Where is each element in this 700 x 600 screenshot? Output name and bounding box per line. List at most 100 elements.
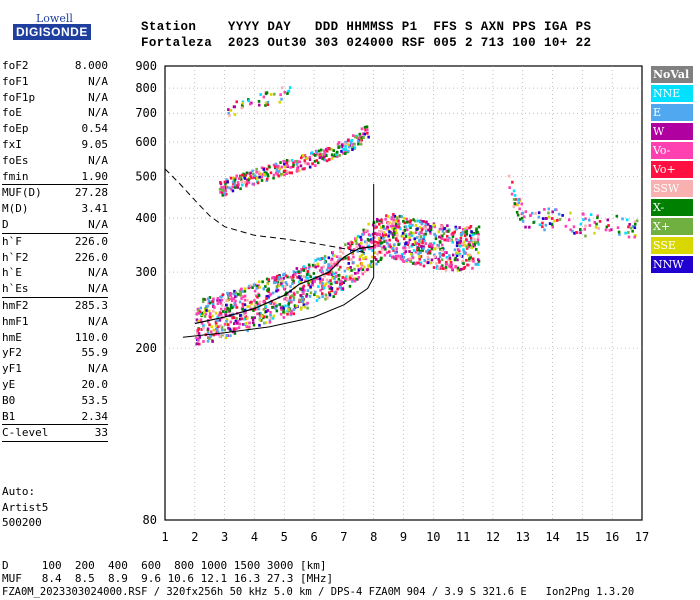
echo-point xyxy=(280,86,284,90)
echo-point xyxy=(364,128,367,132)
echo-point xyxy=(248,284,251,288)
echo-point xyxy=(446,229,450,233)
echo-point xyxy=(547,211,550,215)
echo-point xyxy=(330,262,333,266)
echo-point xyxy=(466,263,469,267)
echo-point xyxy=(268,320,272,324)
echo-point xyxy=(392,249,395,252)
echo-point xyxy=(259,172,263,176)
echo-point xyxy=(383,240,386,243)
echo-point xyxy=(439,247,442,251)
header-row-2: Fortaleza 2023 Out30 303 024000 RSF 005 … xyxy=(141,36,592,50)
echo-point xyxy=(468,257,471,260)
echo-point xyxy=(388,221,391,225)
echo-point xyxy=(296,167,299,170)
echo-point xyxy=(257,100,261,103)
param-label: foE xyxy=(2,106,22,120)
echo-point xyxy=(432,266,436,269)
echo-point xyxy=(309,291,313,295)
echo-point xyxy=(327,270,330,273)
echo-point xyxy=(282,306,285,310)
logo-digisonde-text: DIGISONDE xyxy=(13,24,91,40)
y-tick-label: 700 xyxy=(135,106,157,120)
param-row: foEp 0.54 xyxy=(2,121,108,137)
echo-point xyxy=(434,247,437,250)
param-value: 0.54 xyxy=(81,122,109,136)
echo-point xyxy=(548,222,552,225)
echo-point xyxy=(444,263,448,266)
echo-point xyxy=(212,309,215,313)
echo-point xyxy=(579,228,582,231)
echo-point xyxy=(441,234,444,238)
param-label: D xyxy=(2,217,9,231)
echo-point xyxy=(391,247,394,250)
echo-point xyxy=(394,251,397,255)
echo-point xyxy=(257,307,260,311)
echo-point xyxy=(308,158,312,161)
echo-point xyxy=(361,249,364,253)
echo-point xyxy=(449,259,452,262)
param-value: N/A xyxy=(88,106,108,120)
echo-point xyxy=(449,265,453,269)
echo-point xyxy=(286,292,289,296)
echo-point xyxy=(274,162,278,166)
echo-point xyxy=(292,281,296,284)
echo-point xyxy=(458,226,461,229)
echo-point xyxy=(446,234,449,238)
echo-point xyxy=(355,136,359,139)
echo-point xyxy=(437,266,440,270)
echo-point xyxy=(510,192,514,196)
echo-point xyxy=(248,325,251,329)
echo-point xyxy=(264,101,268,105)
echo-point xyxy=(211,300,214,303)
echo-point xyxy=(300,278,303,282)
param-value: 27.28 xyxy=(74,186,108,200)
echo-point xyxy=(380,218,383,222)
echo-point xyxy=(323,149,326,153)
echo-point xyxy=(302,269,305,272)
echo-point xyxy=(229,293,232,297)
echo-point xyxy=(451,253,455,257)
echo-point xyxy=(575,231,578,234)
echo-point xyxy=(301,290,304,294)
echo-point xyxy=(333,261,336,265)
echo-point xyxy=(364,228,368,232)
echo-point xyxy=(346,149,350,153)
echo-point xyxy=(265,297,268,300)
echo-point xyxy=(359,142,363,146)
echo-point xyxy=(208,299,211,303)
echo-point xyxy=(391,215,395,219)
echo-point xyxy=(245,184,248,188)
echo-point xyxy=(345,142,349,146)
echo-point xyxy=(276,172,279,176)
echo-point xyxy=(230,297,233,300)
echo-point xyxy=(214,324,218,328)
echo-point xyxy=(454,225,457,229)
echo-point xyxy=(313,293,316,297)
echo-point xyxy=(382,224,385,228)
echo-point xyxy=(441,243,444,247)
echo-point xyxy=(233,302,237,305)
echo-point xyxy=(631,225,635,228)
echo-point xyxy=(303,289,306,292)
echo-point xyxy=(337,274,340,277)
echo-point xyxy=(318,277,322,281)
echo-point xyxy=(363,247,366,251)
echo-point xyxy=(284,281,288,284)
echo-point xyxy=(444,268,448,272)
echo-point xyxy=(344,243,347,247)
echo-point xyxy=(465,232,469,236)
echo-point xyxy=(364,240,367,244)
echo-point xyxy=(461,231,464,234)
echo-point xyxy=(363,265,366,269)
echo-point xyxy=(367,264,371,268)
echo-point xyxy=(460,267,463,271)
param-row: fxI 9.05 xyxy=(2,137,108,153)
echo-point xyxy=(348,275,351,278)
echo-point xyxy=(296,275,299,279)
echo-point xyxy=(197,327,200,331)
echo-point xyxy=(511,180,514,184)
echo-point xyxy=(413,219,417,223)
echo-point xyxy=(287,308,290,312)
echo-point xyxy=(314,265,317,269)
